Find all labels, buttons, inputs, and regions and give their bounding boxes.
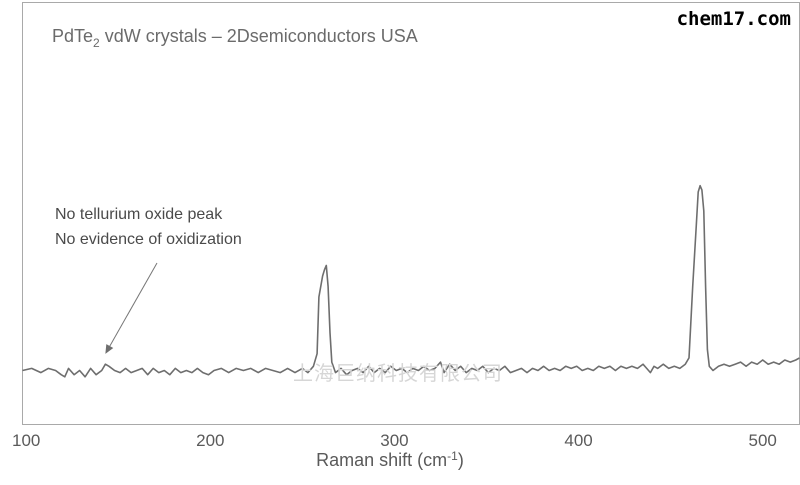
- x-tick-label: 500: [748, 431, 776, 450]
- series-group: [22, 184, 800, 378]
- x-axis-label: Raman shift (cm-1): [316, 449, 464, 470]
- x-tick-label: 300: [380, 431, 408, 450]
- annotation-line-1: No tellurium oxide peak: [55, 206, 223, 223]
- x-tick-label: 200: [196, 431, 224, 450]
- watermark-site: chem17.com: [677, 8, 791, 30]
- watermark-company-name: 上海巨纳科技有限公司: [293, 361, 503, 385]
- annotation-arrow-head: [105, 344, 114, 354]
- annotation-arrow-line: [109, 262, 158, 347]
- x-tick-labels: 100 200 300 400 500: [12, 431, 777, 450]
- x-tick-label: 100: [12, 431, 40, 450]
- chart-title: PdTe2 vdW crystals – 2Dsemiconductors US…: [52, 26, 418, 50]
- spectrum-line: [22, 184, 800, 378]
- x-tick-label: 400: [564, 431, 592, 450]
- annotation-line-2: No evidence of oxidization: [55, 231, 242, 248]
- plot-frame: [22, 2, 800, 425]
